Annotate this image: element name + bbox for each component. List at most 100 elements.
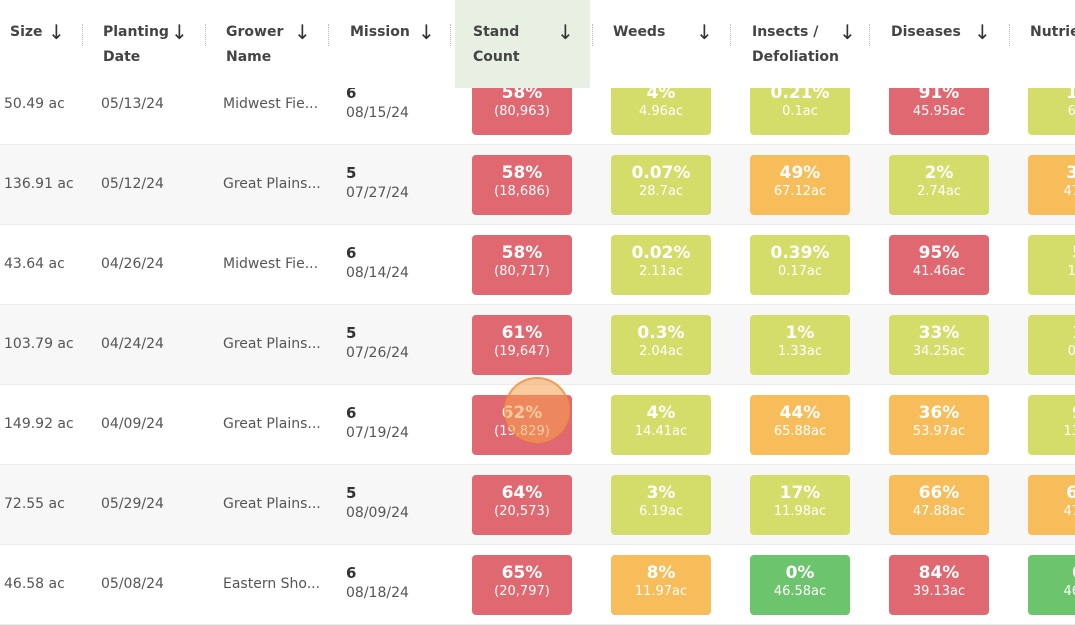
diseases-badge[interactable]: 84% 39.13ac	[889, 555, 989, 615]
metric-detail: 47.8	[1063, 184, 1075, 199]
metric-detail: (19,647)	[494, 344, 550, 359]
weeds-badge[interactable]: 0.02% 2.11ac	[611, 235, 711, 295]
mission-number: 6	[346, 564, 357, 582]
insects-badge[interactable]: 44% 65.88ac	[750, 395, 850, 455]
metric-detail: 6.19ac	[638, 504, 684, 519]
weeds-badge[interactable]: 0.3% 2.04ac	[611, 315, 711, 375]
weeds-badge[interactable]: 4% 14.41ac	[611, 395, 711, 455]
header-label: Weeds	[613, 24, 666, 40]
sort-arrow-down-icon[interactable]: ↓	[418, 20, 435, 44]
nutrients-badge[interactable]: 3547.8	[1028, 155, 1075, 215]
column-divider[interactable]	[730, 24, 731, 46]
table-row[interactable]: 103.79 ac 04/24/24 Great Plains... 5 07/2…	[0, 305, 1075, 385]
planting-date-cell: 05/12/24	[101, 176, 164, 192]
nutrients-badge[interactable]: 51.9	[1028, 235, 1075, 295]
stand-count-badge[interactable]: 64% (20,573)	[472, 475, 572, 535]
metric-percent: 4%	[646, 403, 676, 423]
header-planting-date[interactable]: Planting Date	[103, 20, 169, 70]
column-divider[interactable]	[869, 24, 870, 46]
nutrients-badge[interactable]: 913.4	[1028, 395, 1075, 455]
sort-arrow-down-icon[interactable]: ↓	[557, 20, 574, 44]
sort-arrow-down-icon[interactable]: ↓	[294, 20, 311, 44]
mission-number: 5	[346, 164, 357, 182]
header-mission[interactable]: Mission	[350, 20, 410, 45]
insects-badge[interactable]: 49% 67.12ac	[750, 155, 850, 215]
diseases-badge[interactable]: 95% 41.46ac	[889, 235, 989, 295]
metric-detail: 6.6	[1067, 104, 1075, 119]
size-cell: 72.55 ac	[4, 496, 65, 512]
header-insects-defoliation[interactable]: Insects / Defoliation	[752, 20, 839, 70]
mission-date: 07/26/24	[346, 345, 409, 361]
sort-arrow-down-icon[interactable]: ↓	[696, 20, 713, 44]
weeds-badge[interactable]: 0.07% 28.7ac	[611, 155, 711, 215]
table-body: 50.49 ac 05/13/24 Midwest Fie... 6 08/15/…	[0, 65, 1075, 625]
table-row[interactable]: 136.91 ac 05/12/24 Great Plains... 5 07/2…	[0, 145, 1075, 225]
header-label: Mission	[350, 24, 410, 40]
metric-percent: 64%	[501, 483, 543, 503]
metric-percent: 5	[1028, 243, 1075, 263]
metric-percent: 66%	[918, 483, 960, 503]
mission-cell: 6 08/14/24	[346, 244, 409, 281]
sort-arrow-down-icon[interactable]: ↓	[171, 20, 188, 44]
column-divider[interactable]	[592, 24, 593, 46]
metric-percent: 15	[1066, 83, 1075, 103]
column-divider[interactable]	[1009, 24, 1010, 46]
metric-percent: 1%	[785, 323, 815, 343]
insects-badge[interactable]: 1% 1.33ac	[750, 315, 850, 375]
planting-date-cell: 05/29/24	[101, 496, 164, 512]
metric-detail: 11.98ac	[773, 504, 827, 519]
column-divider[interactable]	[328, 24, 329, 46]
diseases-badge[interactable]: 2% 2.74ac	[889, 155, 989, 215]
nutrients-badge[interactable]: 046.5	[1028, 555, 1075, 615]
header-nutrients[interactable]: Nutrie	[1030, 20, 1075, 45]
grower-name-cell: Eastern Sho...	[223, 576, 321, 592]
metric-detail: 1.9	[1067, 264, 1075, 279]
metric-percent: 35	[1066, 163, 1075, 183]
column-divider[interactable]	[450, 24, 451, 46]
insects-badge[interactable]: 0% 46.58ac	[750, 555, 850, 615]
metric-percent: 49%	[779, 163, 821, 183]
header-grower-name[interactable]: Grower Name	[226, 20, 283, 70]
sort-arrow-down-icon[interactable]: ↓	[839, 20, 856, 44]
diseases-badge[interactable]: 66% 47.88ac	[889, 475, 989, 535]
stand-count-badge[interactable]: 58% (80,717)	[472, 235, 572, 295]
header-label: Size	[10, 24, 43, 40]
table-row[interactable]: 43.64 ac 04/26/24 Midwest Fie... 6 08/14/…	[0, 225, 1075, 305]
header-diseases[interactable]: Diseases	[891, 20, 961, 45]
mission-date: 08/14/24	[346, 265, 409, 281]
header-label-line2: Date	[103, 49, 141, 65]
mission-cell: 5 08/09/24	[346, 484, 409, 521]
mission-cell: 6 08/18/24	[346, 564, 409, 601]
sort-arrow-down-icon[interactable]: ↓	[974, 20, 991, 44]
mission-number: 6	[346, 404, 357, 422]
header-label: Stand	[473, 24, 520, 40]
column-divider[interactable]	[82, 24, 83, 46]
mission-number: 5	[346, 324, 357, 342]
diseases-badge[interactable]: 36% 53.97ac	[889, 395, 989, 455]
grower-name-cell: Midwest Fie...	[223, 256, 319, 272]
stand-count-badge[interactable]: 58% (18,686)	[472, 155, 572, 215]
metric-detail: 0.1ac	[782, 104, 818, 119]
nutrients-badge[interactable]: 6647.9	[1028, 475, 1075, 535]
table-row[interactable]: 72.55 ac 05/29/24 Great Plains... 5 08/09…	[0, 465, 1075, 545]
header-label: Nutrie	[1030, 24, 1075, 40]
header-stand-count[interactable]: Stand Count	[473, 20, 520, 70]
nutrients-badge[interactable]: 10.6	[1028, 315, 1075, 375]
mission-date: 08/09/24	[346, 505, 409, 521]
insects-badge[interactable]: 17% 11.98ac	[750, 475, 850, 535]
table-row[interactable]: 46.58 ac 05/08/24 Eastern Sho... 6 08/18/…	[0, 545, 1075, 625]
metric-detail: 0.6	[1067, 344, 1075, 359]
header-weeds[interactable]: Weeds	[613, 20, 665, 45]
sort-arrow-down-icon[interactable]: ↓	[48, 20, 65, 44]
weeds-badge[interactable]: 3% 6.19ac	[611, 475, 711, 535]
header-size[interactable]: Size	[10, 20, 43, 45]
weeds-badge[interactable]: 8% 11.97ac	[611, 555, 711, 615]
diseases-badge[interactable]: 33% 34.25ac	[889, 315, 989, 375]
insects-badge[interactable]: 0.39% 0.17ac	[750, 235, 850, 295]
stand-count-badge[interactable]: 61% (19,647)	[472, 315, 572, 375]
metric-detail: 2.04ac	[638, 344, 684, 359]
metric-percent: 33%	[918, 323, 960, 343]
size-cell: 149.92 ac	[4, 416, 74, 432]
stand-count-badge[interactable]: 65% (20,797)	[472, 555, 572, 615]
column-divider[interactable]	[205, 24, 206, 46]
